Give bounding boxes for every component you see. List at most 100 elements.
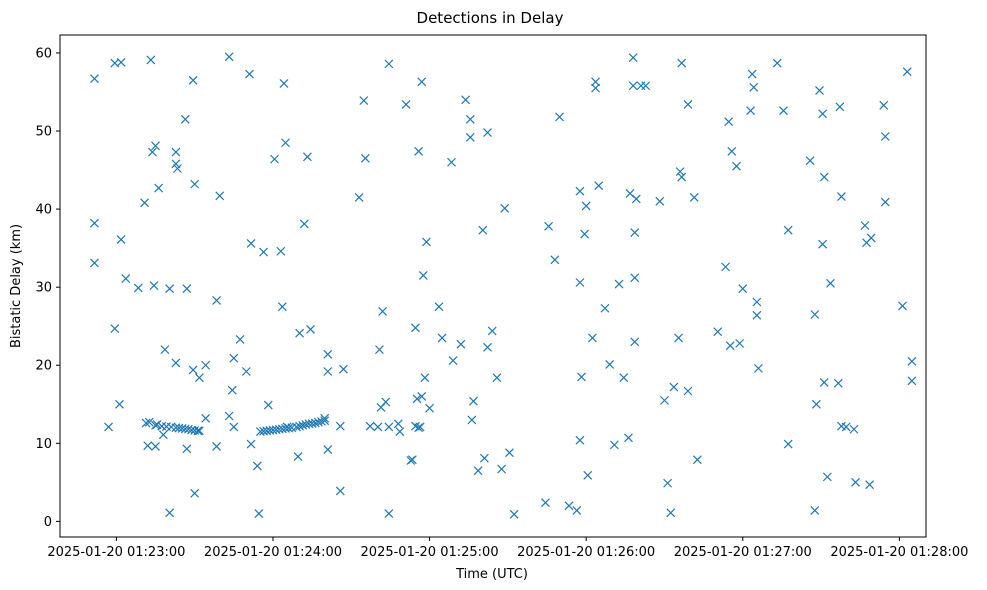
detection-point <box>465 114 475 124</box>
detection-point <box>354 192 364 202</box>
detection-point <box>631 194 641 204</box>
detection-point <box>317 417 326 426</box>
detection-point <box>193 426 203 436</box>
detection-point <box>320 416 330 426</box>
detection-point <box>819 377 829 387</box>
detection-point <box>420 373 430 383</box>
detection-point <box>779 106 788 116</box>
detection-point <box>323 367 333 376</box>
detection-point <box>335 421 345 431</box>
detection-point <box>437 333 447 343</box>
detection-point <box>224 411 234 421</box>
detection-point <box>235 335 245 344</box>
detection-point <box>147 147 157 157</box>
detection-point <box>246 239 256 248</box>
detection-point <box>417 77 427 87</box>
detection-point <box>815 86 824 95</box>
detection-point <box>819 172 829 182</box>
detection-point <box>270 154 279 164</box>
detection-point <box>323 445 333 454</box>
detection-point <box>677 172 687 182</box>
detection-point <box>116 235 126 244</box>
detection-point <box>614 279 624 289</box>
y-axis: 0 10 20 30 40 50 60 <box>35 46 60 530</box>
detection-point <box>115 399 124 409</box>
y-axis-label: Bistatic Delay (km) <box>9 224 24 348</box>
detection-point <box>849 424 859 434</box>
detection-point <box>194 426 204 436</box>
detection-point <box>467 415 477 425</box>
detection-point <box>401 100 411 109</box>
detection-point <box>384 422 394 432</box>
detection-point <box>359 96 369 106</box>
detection-point <box>483 128 492 138</box>
detection-point <box>90 74 99 84</box>
detection-point <box>293 452 303 462</box>
detection-point <box>898 301 907 311</box>
detection-point <box>902 67 912 77</box>
detection-point <box>277 302 287 312</box>
detection-point <box>630 337 640 347</box>
detection-point <box>818 239 828 249</box>
detection-point <box>575 278 585 287</box>
detection-point <box>609 440 619 450</box>
detection-point <box>133 283 143 293</box>
detection-point <box>212 296 222 305</box>
detection-point <box>677 58 687 68</box>
plot-area-frame <box>59 34 927 538</box>
detection-point <box>860 221 870 230</box>
detection-point <box>541 498 550 508</box>
detection-point <box>879 100 889 110</box>
detection-point <box>381 397 391 407</box>
detection-point <box>110 324 120 333</box>
detection-point <box>572 506 582 515</box>
detection-point <box>772 58 782 68</box>
detection-point <box>151 141 160 151</box>
detection-point <box>663 478 673 488</box>
detection-point <box>276 246 286 256</box>
detection-point <box>880 132 890 141</box>
detection-point <box>188 75 198 85</box>
x-tick-label: 2025-01-20 01:25:00 <box>361 545 499 560</box>
detection-point <box>483 342 492 352</box>
detection-point <box>116 57 126 67</box>
detection-point <box>284 423 294 433</box>
detection-point <box>461 95 471 105</box>
detection-point <box>465 132 475 142</box>
detection-point <box>360 153 370 163</box>
detection-point <box>833 378 843 388</box>
detection-point <box>245 69 254 79</box>
detection-point <box>577 372 586 382</box>
detection-point <box>619 373 629 383</box>
detection-point <box>509 509 519 519</box>
detection-point <box>140 198 149 208</box>
detection-point <box>669 382 679 392</box>
detection-point <box>851 477 860 487</box>
detection-point <box>384 59 394 69</box>
detection-point <box>835 102 845 112</box>
detection-point <box>448 356 458 365</box>
y-tick-label: 50 <box>35 125 52 140</box>
y-tick-label: 60 <box>35 46 52 61</box>
detection-point <box>252 461 262 471</box>
detection-point <box>594 181 604 191</box>
detection-point <box>201 360 211 370</box>
detection-point <box>188 365 198 375</box>
x-tick-label: 2025-01-20 01:28:00 <box>830 545 968 560</box>
detection-point <box>182 284 192 294</box>
detection-point <box>395 427 405 437</box>
detection-point <box>575 435 585 445</box>
detection-point <box>550 255 560 265</box>
detection-point <box>373 422 383 432</box>
detection-point <box>683 100 693 109</box>
detection-point <box>505 448 514 458</box>
detection-point <box>90 218 99 228</box>
marker-layer <box>90 52 917 519</box>
detection-point <box>783 225 793 235</box>
detection-point <box>194 373 204 383</box>
y-tick-label: 30 <box>35 281 52 296</box>
detection-point <box>752 310 762 320</box>
detection-point <box>500 203 510 213</box>
detection-point <box>866 233 876 243</box>
